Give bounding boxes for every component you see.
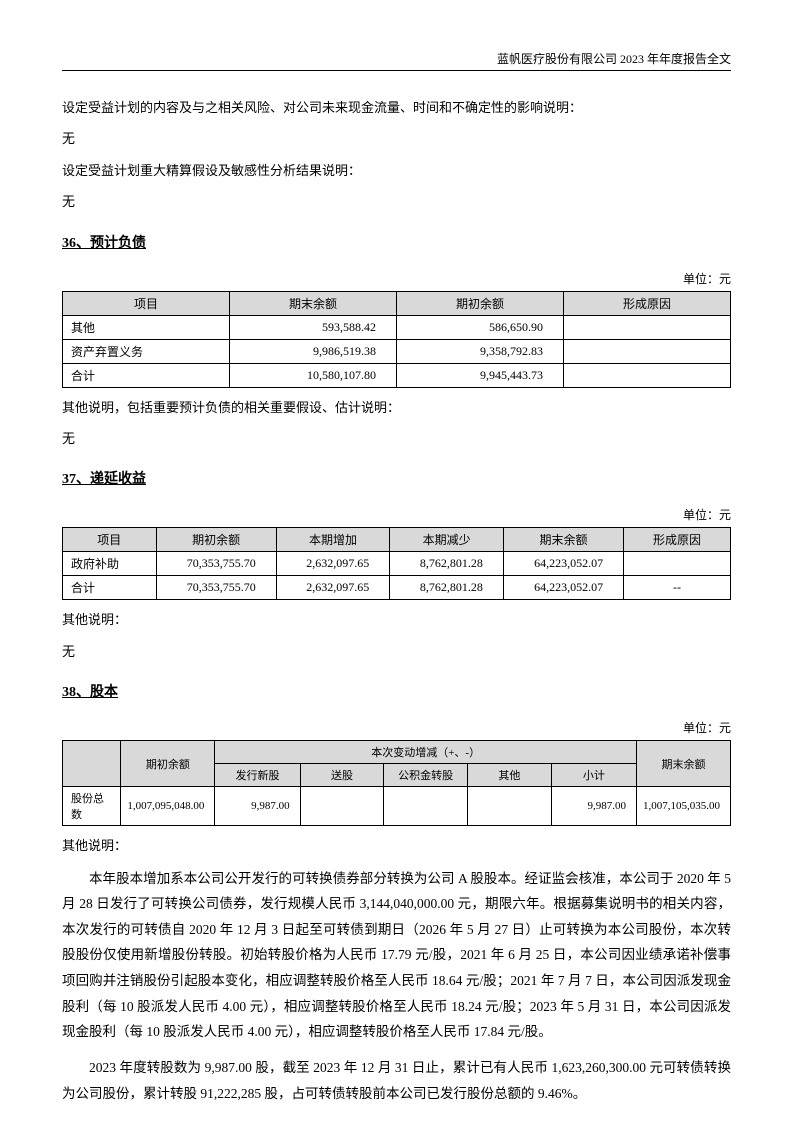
cell [468, 787, 552, 826]
section38-body2: 2023 年度转股数为 9,987.00 股，截至 2023 年 12 月 31… [62, 1055, 731, 1106]
t38-h22: 公积金转股 [384, 764, 468, 787]
cell: 70,353,755.70 [156, 576, 276, 600]
t36-h2: 期初余额 [397, 291, 564, 315]
intro-p1: 设定受益计划的内容及与之相关风险、对公司未来现金流量、时间和不确定性的影响说明： [62, 96, 731, 119]
cell [564, 315, 731, 339]
cell: 9,945,443.73 [397, 363, 564, 387]
t37-h5: 形成原因 [624, 528, 731, 552]
section37-note2: 无 [62, 640, 731, 663]
cell: 1,007,095,048.00 [121, 787, 215, 826]
t36-h0: 项目 [63, 291, 230, 315]
section38-note: 其他说明： [62, 834, 731, 857]
cell [384, 787, 468, 826]
table-row: 其他 593,588.42 586,650.90 [63, 315, 731, 339]
cell: 9,986,519.38 [230, 339, 397, 363]
cell: -- [624, 576, 731, 600]
cell: 64,223,052.07 [503, 552, 623, 576]
table-section38: 期初余额 本次变动增减（+、-） 期末余额 发行新股 送股 公积金转股 其他 小… [62, 740, 731, 826]
cell [624, 552, 731, 576]
table-row: 资产弃置义务 9,986,519.38 9,358,792.83 [63, 339, 731, 363]
section38-body1: 本年股本增加系本公司公开发行的可转换债券部分转换为公司 A 股股本。经证监会核准… [62, 866, 731, 1045]
section37-note1: 其他说明： [62, 608, 731, 631]
t38-h1: 本次变动增减（+、-） [215, 741, 637, 764]
t37-h1: 期初余额 [156, 528, 276, 552]
cell [564, 339, 731, 363]
section38-title: 38、股本 [62, 681, 731, 701]
section38-unit: 单位：元 [62, 719, 731, 736]
section36-note2: 无 [62, 427, 731, 450]
t38-h2: 期末余额 [636, 741, 730, 787]
section37-title-text: 37、递延收益 [62, 472, 146, 487]
section37-unit: 单位：元 [62, 506, 731, 523]
cell: 593,588.42 [230, 315, 397, 339]
t38-h0: 期初余额 [121, 741, 215, 787]
section36-unit: 单位：元 [62, 270, 731, 287]
cell: 8,762,801.28 [390, 552, 504, 576]
cell: 9,358,792.83 [397, 339, 564, 363]
section36-title: 36、预计负债 [62, 232, 731, 252]
cell: 合计 [63, 576, 157, 600]
section36-note1: 其他说明，包括重要预计负债的相关重要假设、估计说明： [62, 396, 731, 419]
cell: 2,632,097.65 [276, 576, 390, 600]
cell: 10,580,107.80 [230, 363, 397, 387]
table-section37: 项目 期初余额 本期增加 本期减少 期末余额 形成原因 政府补助 70,353,… [62, 527, 731, 600]
cell: 8,762,801.28 [390, 576, 504, 600]
cell: 合计 [63, 363, 230, 387]
t38-h23: 其他 [468, 764, 552, 787]
cell: 2,632,097.65 [276, 552, 390, 576]
t37-h0: 项目 [63, 528, 157, 552]
table-section36: 项目 期末余额 期初余额 形成原因 其他 593,588.42 586,650.… [62, 291, 731, 388]
t38-h20: 发行新股 [215, 764, 300, 787]
section38-title-text: 38、股本 [62, 685, 118, 700]
cell: 股份总数 [63, 787, 121, 826]
cell: 9,987.00 [551, 787, 636, 826]
t37-h3: 本期减少 [390, 528, 504, 552]
intro-p2: 无 [62, 127, 731, 150]
table-row: 合计 10,580,107.80 9,945,443.73 [63, 363, 731, 387]
cell: 其他 [63, 315, 230, 339]
intro-p3: 设定受益计划重大精算假设及敏感性分析结果说明： [62, 159, 731, 182]
intro-p4: 无 [62, 190, 731, 213]
cell: 64,223,052.07 [503, 576, 623, 600]
page-header: 蓝帆医疗股份有限公司 2023 年年度报告全文 [62, 50, 731, 71]
table-row: 股份总数 1,007,095,048.00 9,987.00 9,987.00 … [63, 787, 731, 826]
cell: 70,353,755.70 [156, 552, 276, 576]
t38-h24: 小计 [551, 764, 636, 787]
section36-title-text: 36、预计负债 [62, 236, 146, 251]
cell: 政府补助 [63, 552, 157, 576]
t38-h21: 送股 [300, 764, 384, 787]
t37-h2: 本期增加 [276, 528, 390, 552]
table-row: 政府补助 70,353,755.70 2,632,097.65 8,762,80… [63, 552, 731, 576]
t36-h1: 期末余额 [230, 291, 397, 315]
cell [300, 787, 384, 826]
cell: 资产弃置义务 [63, 339, 230, 363]
section37-title: 37、递延收益 [62, 468, 731, 488]
cell: 1,007,105,035.00 [636, 787, 730, 826]
cell: 9,987.00 [215, 787, 300, 826]
cell: 586,650.90 [397, 315, 564, 339]
table-row: 合计 70,353,755.70 2,632,097.65 8,762,801.… [63, 576, 731, 600]
t36-h3: 形成原因 [564, 291, 731, 315]
t37-h4: 期末余额 [503, 528, 623, 552]
cell [564, 363, 731, 387]
